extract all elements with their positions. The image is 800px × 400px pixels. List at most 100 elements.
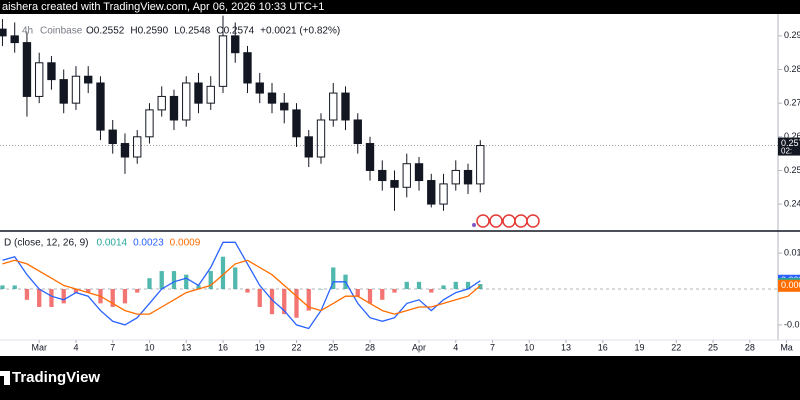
candle-body [353, 119, 362, 145]
candle-body [390, 180, 399, 188]
histogram-bar [453, 281, 458, 290]
candle-body [108, 129, 117, 145]
histogram-bar [0, 285, 5, 290]
x-tick-label: Apr [412, 342, 426, 352]
header-text: aishera created with TradingView.com, Ap… [2, 1, 324, 13]
candle-body [206, 85, 215, 104]
x-tick-label: Ma [780, 342, 793, 352]
candle-body [304, 136, 313, 158]
candle-body [182, 82, 191, 121]
candle-body [292, 109, 301, 138]
x-tick-label: 4 [73, 342, 78, 352]
candle-body [243, 52, 252, 84]
histogram-bar [208, 271, 213, 290]
histogram-bar [86, 289, 91, 293]
y-tick-label: 0.0100 [784, 247, 800, 257]
histogram-bar [441, 285, 446, 290]
y-tick-label: 0.27 [784, 98, 800, 108]
axis-value-box [778, 279, 800, 292]
histogram-bar [380, 289, 385, 300]
candle-body [133, 136, 142, 158]
ohlc-legend: O0.2552 [86, 26, 125, 37]
histogram-bar [122, 289, 128, 304]
candle-body [22, 42, 32, 97]
x-tick-label: 7 [490, 342, 495, 352]
histogram-bar [282, 289, 287, 315]
histogram-bar [367, 289, 373, 304]
candle-body [47, 62, 56, 81]
x-tick-label: 22 [291, 342, 301, 352]
y-tick-label: 0.28 [784, 64, 800, 74]
x-tick-label: 25 [708, 342, 718, 352]
candle-body [84, 75, 93, 84]
histogram-bar [73, 289, 79, 293]
histogram-bar [355, 289, 360, 297]
histogram-bar [269, 289, 275, 315]
macd-legend-value: 0.0014 [96, 238, 127, 249]
candle-body [145, 109, 154, 138]
candle-body [414, 163, 424, 182]
x-tick-label: Mar [31, 342, 47, 352]
histogram-bar [318, 289, 324, 290]
histogram-bar [294, 289, 299, 318]
axis-value-label: 0.0009 [781, 280, 800, 290]
ohlc-legend: +0.0021 (+0.82%) [260, 26, 340, 37]
candle-body [427, 180, 436, 205]
candle-body [439, 183, 448, 205]
x-tick-label: 19 [255, 342, 265, 352]
candle-body [59, 79, 68, 104]
candle-body [451, 169, 460, 185]
interval: 4h [22, 26, 33, 37]
x-tick-label: 13 [181, 342, 191, 352]
y-tick-label: 0.29 [784, 30, 800, 40]
candle-body [267, 92, 277, 104]
event-flags [472, 214, 540, 228]
x-tick-label: 16 [598, 342, 608, 352]
histogram-bar [61, 289, 66, 304]
candle-body [463, 169, 473, 185]
candle-body [194, 82, 203, 104]
ohlc-legend: H0.2590 [130, 26, 168, 37]
candle-body [169, 95, 179, 121]
candle-body [402, 163, 411, 188]
y-tick-label: 0.26 [784, 131, 800, 141]
chart-area [0, 14, 800, 356]
histogram-bar [465, 281, 471, 290]
candle-body [378, 169, 387, 182]
candle-body [365, 143, 375, 171]
histogram-bar [196, 285, 201, 290]
ohlc-legend: L0.2548 [174, 26, 211, 37]
candle-body [316, 119, 326, 158]
candle-body [96, 82, 105, 131]
price-label: 0.2574 [781, 138, 800, 148]
macd-legend-value: 0.0023 [133, 238, 164, 249]
candle-body [255, 82, 264, 94]
histogram-bar [135, 289, 140, 293]
histogram-bar [49, 289, 54, 307]
histogram-bar [37, 289, 42, 307]
histogram-bar [392, 289, 397, 293]
histogram-bar [171, 271, 177, 290]
x-tick-label: 25 [328, 342, 338, 352]
y-tick-label: -0.0100 [784, 319, 800, 329]
candle-body [71, 75, 81, 104]
logo [0, 371, 10, 385]
histogram-bar [404, 281, 409, 290]
histogram-bar [245, 289, 250, 293]
logo-text: TradingView [12, 369, 100, 386]
price-label-box [778, 137, 800, 156]
x-tick-label: 22 [671, 342, 681, 352]
macd-line [2, 241, 481, 330]
candle-body [10, 35, 19, 44]
x-tick-label: 28 [365, 342, 375, 352]
histogram-bar [24, 289, 30, 300]
countdown: 02: [781, 147, 792, 156]
candle-body [218, 35, 228, 87]
histogram-bar [233, 267, 238, 290]
x-tick-label: 16 [218, 342, 228, 352]
x-tick-label: 13 [561, 342, 571, 352]
candle-body [0, 28, 7, 37]
candle-body [341, 92, 350, 121]
